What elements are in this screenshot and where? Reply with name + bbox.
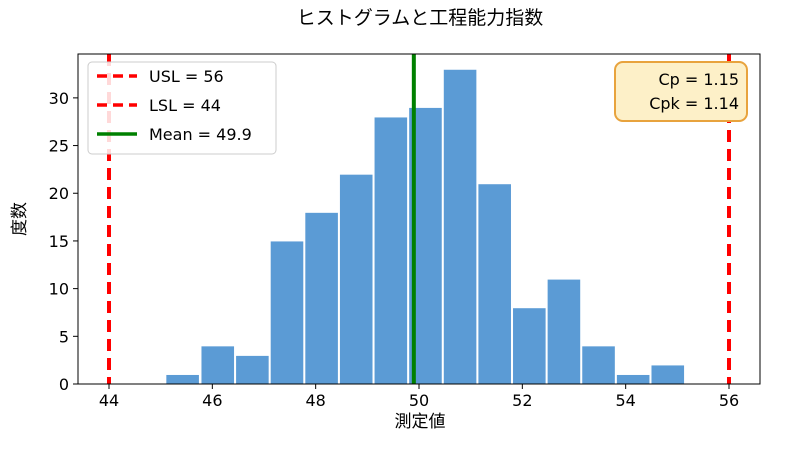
y-tick-label: 0 xyxy=(59,375,69,394)
x-axis-ticks: 44 46 48 50 52 54 56 xyxy=(99,384,739,410)
histogram-bar-8 xyxy=(442,68,478,385)
annotation-cp: Cp = 1.15 xyxy=(658,70,739,89)
histogram-bar-10 xyxy=(512,307,547,385)
y-tick-label: 30 xyxy=(49,89,69,108)
y-tick-label: 15 xyxy=(49,232,69,251)
histogram-bars xyxy=(165,68,686,385)
y-axis-ticks: 0 5 10 15 20 25 30 xyxy=(49,89,78,394)
histogram-bar-4 xyxy=(304,211,339,385)
histogram-bar-2 xyxy=(235,354,270,385)
x-tick-label: 48 xyxy=(305,391,325,410)
x-tick-label: 52 xyxy=(512,391,532,410)
histogram-bar-0 xyxy=(165,373,200,385)
y-tick-label: 10 xyxy=(49,280,69,299)
histogram-bar-1 xyxy=(200,345,236,385)
histogram-bar-13 xyxy=(615,373,651,385)
y-tick-label: 20 xyxy=(49,184,69,203)
legend-mean-label: Mean = 49.9 xyxy=(149,125,252,144)
histogram-bar-5 xyxy=(338,173,374,385)
histogram-bar-11 xyxy=(546,278,582,385)
chart-title: ヒストグラムと工程能力指数 xyxy=(297,7,543,29)
x-tick-label: 46 xyxy=(202,391,222,410)
reference-lines xyxy=(107,54,731,384)
histogram-bar-3 xyxy=(269,240,305,385)
legend-usl-label: USL = 56 xyxy=(149,67,224,86)
annotation-box xyxy=(614,61,748,122)
histogram-bar-12 xyxy=(581,345,616,385)
x-tick-label: 54 xyxy=(615,391,635,410)
legend-lsl-label: LSL = 44 xyxy=(149,96,221,115)
x-tick-label: 50 xyxy=(409,391,429,410)
legend: USL = 56 LSL = 44 Mean = 49.9 xyxy=(87,61,277,155)
histogram-bar-6 xyxy=(373,116,409,385)
x-tick-label: 56 xyxy=(719,391,739,410)
x-axis-label: 測定値 xyxy=(395,412,446,432)
y-axis-label: 度数 xyxy=(10,202,30,236)
histogram-bar-9 xyxy=(477,183,512,385)
y-tick-label: 5 xyxy=(59,327,69,346)
x-tick-label: 44 xyxy=(99,391,119,410)
annotation-cpk: Cpk = 1.14 xyxy=(649,94,739,113)
y-tick-label: 25 xyxy=(49,137,69,156)
capability-annotation: Cp = 1.15 Cpk = 1.14 xyxy=(614,61,748,122)
legend-box xyxy=(87,61,277,155)
histogram-bar-14 xyxy=(650,364,686,385)
